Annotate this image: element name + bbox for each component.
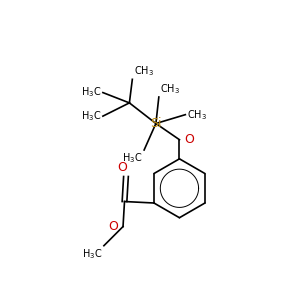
Text: H$_3$C: H$_3$C — [82, 247, 102, 261]
Text: CH$_3$: CH$_3$ — [187, 108, 207, 122]
Text: H$_3$C: H$_3$C — [122, 152, 142, 165]
Text: CH$_3$: CH$_3$ — [160, 82, 180, 95]
Text: H$_3$C: H$_3$C — [81, 109, 101, 123]
Text: O: O — [108, 220, 118, 233]
Text: CH$_3$: CH$_3$ — [134, 64, 154, 78]
Text: Si: Si — [150, 117, 162, 130]
Text: O: O — [185, 133, 195, 146]
Text: O: O — [118, 161, 128, 174]
Text: H$_3$C: H$_3$C — [81, 86, 101, 100]
